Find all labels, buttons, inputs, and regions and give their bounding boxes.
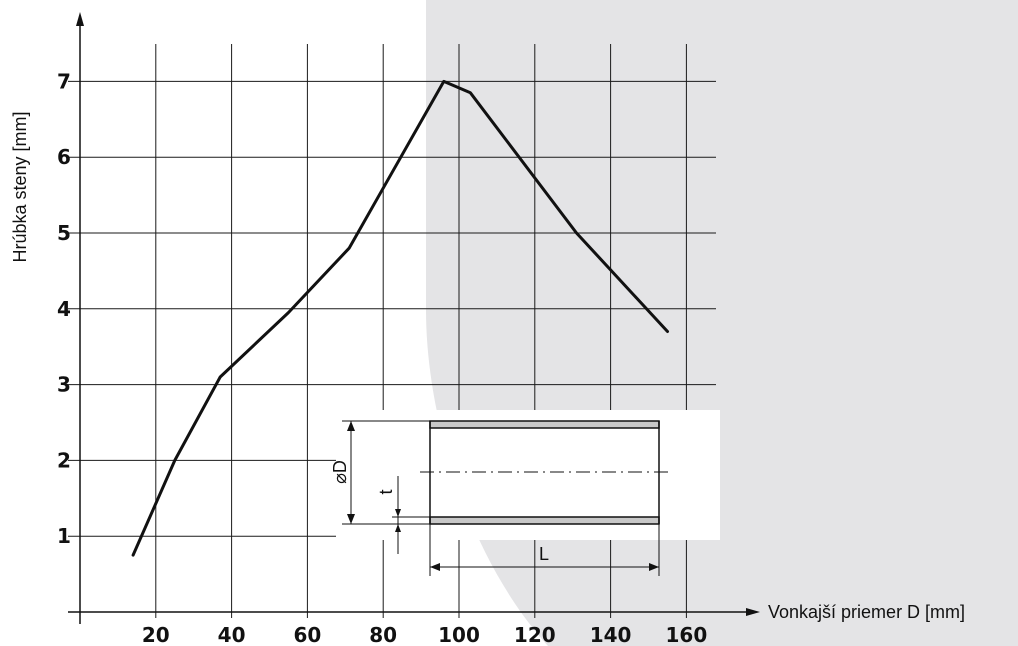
- diameter-label: ⌀D: [330, 460, 350, 484]
- x-tick-label: 60: [293, 623, 321, 646]
- pipe-diagram: ⌀D t L: [330, 410, 720, 576]
- x-tick-label: 100: [438, 623, 480, 646]
- y-tick-label: 3: [57, 373, 71, 397]
- y-axis-title: Hrúbka steny [mm]: [10, 111, 30, 262]
- x-axis-title: Vonkajší priemer D [mm]: [768, 602, 965, 622]
- shaded-background-region: [426, 0, 1018, 646]
- series-line: [131, 79, 669, 557]
- vertical-grid: [155, 44, 687, 618]
- y-tick-label: 2: [57, 448, 71, 472]
- y-tick-label: 5: [57, 221, 71, 245]
- x-axis-arrow: [746, 608, 760, 616]
- thickness-arrows: [395, 509, 401, 532]
- x-tick-label: 40: [218, 623, 246, 646]
- x-tick-label: 120: [514, 623, 556, 646]
- data-series: [131, 79, 669, 557]
- y-tick-labels: 1 2 3 4 5 6 7: [57, 69, 71, 548]
- pipe-wall-bottom: [429, 516, 660, 525]
- y-axis-arrow: [76, 12, 84, 26]
- y-tick-label: 4: [57, 297, 71, 321]
- x-tick-labels: 20 40 60 80 100 120 140 160: [142, 623, 707, 646]
- x-tick-label: 160: [666, 623, 708, 646]
- thickness-label: t: [376, 489, 396, 494]
- x-tick-label: 140: [590, 623, 632, 646]
- length-label: L: [539, 544, 549, 564]
- pipe-wall-top: [429, 420, 660, 429]
- y-tick-label: 6: [57, 145, 71, 169]
- y-tick-label: 1: [57, 524, 71, 548]
- x-tick-label: 20: [142, 623, 170, 646]
- y-tick-label: 7: [57, 69, 71, 93]
- x-tick-label: 80: [369, 623, 397, 646]
- axes: [68, 12, 760, 624]
